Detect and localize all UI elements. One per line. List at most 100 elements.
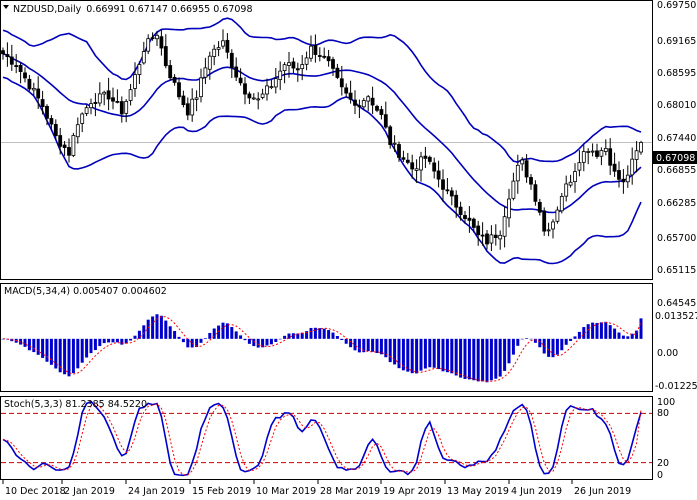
candle [401, 150, 406, 162]
candle [612, 152, 617, 177]
stoch-axis: 100 80 20 0 [657, 397, 675, 481]
macd-bar [498, 338, 502, 377]
candle [507, 188, 511, 228]
candle [295, 62, 300, 82]
macd-bar [252, 338, 256, 347]
macd-bar [472, 338, 476, 381]
candle [84, 104, 89, 117]
macd-bar [538, 338, 542, 348]
candle [282, 62, 287, 84]
candle [124, 99, 129, 123]
macd-bar [23, 338, 27, 347]
candle [150, 32, 155, 41]
candle [427, 155, 432, 165]
candle [586, 148, 591, 165]
macd-bar [476, 338, 480, 382]
macd-bar [243, 338, 247, 341]
candle [119, 96, 124, 123]
candle [361, 97, 366, 110]
macd-bar [291, 333, 295, 339]
macd-bar [357, 338, 361, 353]
candle [141, 41, 146, 65]
macd-bar [401, 338, 405, 371]
macd-bar [604, 321, 608, 339]
time-axis-label: 2 Jan 2019 [64, 486, 115, 497]
candle [265, 78, 269, 101]
time-axis-label: 24 Jan 2019 [128, 486, 185, 497]
price-panel-frame [0, 0, 653, 280]
candle [93, 93, 98, 117]
macd-bar [217, 325, 221, 339]
macd-bar [454, 338, 458, 376]
macd-bar [159, 315, 163, 339]
macd-bar [445, 338, 449, 373]
macd-bar [595, 322, 599, 339]
candle [388, 125, 393, 149]
candle [533, 180, 538, 206]
macd-bar [428, 338, 432, 368]
macd-bar [529, 338, 533, 340]
candle [414, 159, 419, 183]
candle [353, 90, 357, 115]
candle [357, 99, 362, 119]
macd-bar [63, 338, 67, 375]
candle [471, 217, 476, 233]
stoch-axis-label: 0 [657, 470, 663, 481]
macd-axis-label: 0.013527 [655, 311, 697, 322]
dropdown-triangle-icon[interactable] [3, 5, 9, 9]
stoch-panel-frame [0, 396, 653, 480]
macd-bar [49, 338, 53, 365]
price-axis-label: 0.65115 [657, 265, 696, 276]
macd-bar [98, 338, 102, 347]
candle [304, 51, 309, 71]
macd-bar [80, 338, 84, 363]
candle [62, 141, 67, 156]
macd-bar [225, 323, 229, 339]
time-axis-label: 4 Jun 2019 [511, 486, 562, 497]
candle [555, 206, 560, 224]
price-axis-label: 0.68595 [657, 68, 696, 79]
macd-axis-label: -0.012253 [655, 381, 697, 392]
stoch-plot [1, 400, 652, 477]
candle [168, 59, 173, 81]
candle [18, 62, 23, 84]
candle [234, 57, 239, 82]
candle [27, 74, 32, 92]
macd-bar [45, 338, 49, 362]
candle [595, 143, 599, 159]
candle [630, 147, 635, 185]
candle [383, 101, 388, 129]
stoch-signal-line [2, 403, 642, 476]
macd-bar [419, 338, 423, 371]
macd-bar [335, 336, 339, 339]
macd-bar [388, 338, 392, 363]
macd-bar [54, 338, 58, 369]
candle [159, 28, 164, 56]
candle [515, 154, 520, 194]
candle [335, 63, 340, 80]
price-axis-label: 0.65700 [657, 233, 696, 244]
candle [287, 51, 291, 78]
candle [185, 97, 190, 121]
candle [590, 143, 595, 157]
candle [621, 169, 626, 194]
macd-bar [608, 325, 612, 339]
stoch-title: Stoch(5,3,3) 81.2385 84.5220 [4, 399, 147, 410]
macd-bar [85, 338, 89, 358]
candle [379, 105, 384, 120]
macd-bar [322, 328, 326, 339]
macd-bar [89, 338, 93, 354]
macd-bar [230, 327, 234, 339]
candle [1, 47, 5, 60]
macd-bar [441, 338, 445, 372]
macd-bar [533, 338, 537, 343]
candle [269, 78, 274, 90]
candle [568, 174, 573, 188]
candle [542, 207, 547, 236]
macd-bar [129, 338, 133, 341]
candle [432, 157, 437, 179]
candle [608, 138, 613, 175]
candle [133, 62, 137, 97]
macd-bar [208, 332, 212, 339]
